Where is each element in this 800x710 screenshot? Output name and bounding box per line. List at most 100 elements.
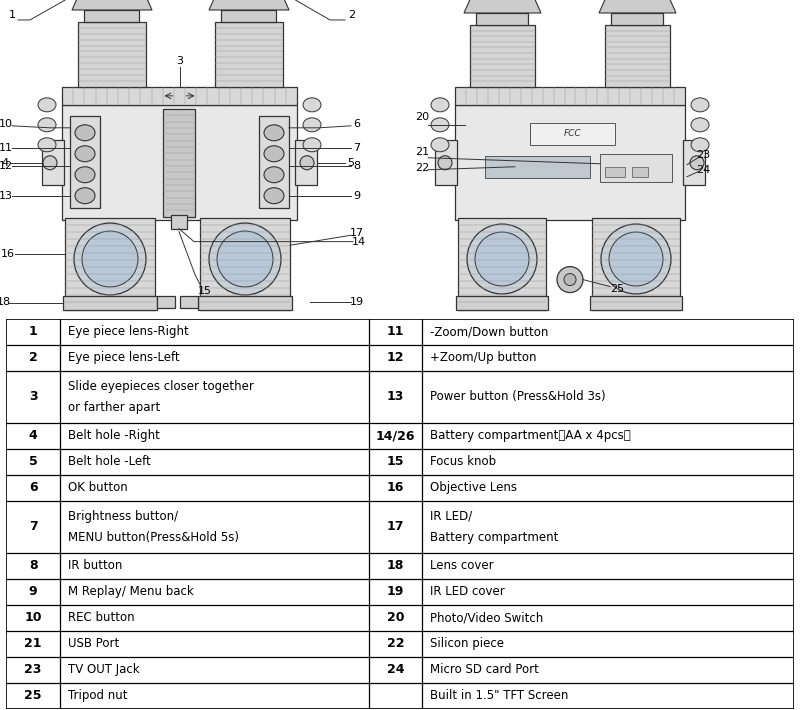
Text: 17: 17 — [386, 520, 404, 533]
Circle shape — [209, 223, 281, 295]
Ellipse shape — [38, 118, 56, 132]
Text: Brightness button/: Brightness button/ — [68, 510, 178, 523]
Bar — [476, 13, 528, 25]
Text: Focus knob: Focus knob — [430, 455, 496, 468]
Text: 24: 24 — [386, 663, 404, 676]
Text: 11: 11 — [386, 325, 404, 338]
Text: TV OUT Jack: TV OUT Jack — [68, 663, 139, 676]
Ellipse shape — [75, 187, 95, 204]
Text: 10: 10 — [0, 119, 13, 129]
Bar — [605, 25, 670, 87]
Bar — [62, 105, 297, 219]
Text: 5: 5 — [29, 455, 38, 468]
Circle shape — [609, 232, 663, 286]
Text: IR LED/: IR LED/ — [430, 510, 472, 523]
Bar — [62, 87, 297, 105]
Text: Power button (Press&Hold 3s): Power button (Press&Hold 3s) — [430, 391, 606, 403]
Ellipse shape — [691, 118, 709, 132]
Bar — [632, 167, 648, 177]
Text: 4: 4 — [29, 430, 38, 442]
Text: 2: 2 — [29, 351, 38, 364]
Circle shape — [438, 155, 452, 170]
Ellipse shape — [75, 146, 95, 162]
Bar — [171, 214, 187, 229]
Ellipse shape — [431, 138, 449, 152]
Ellipse shape — [75, 167, 95, 182]
Ellipse shape — [38, 98, 56, 112]
Text: IR LED cover: IR LED cover — [430, 585, 505, 598]
Circle shape — [557, 266, 583, 293]
Circle shape — [467, 224, 537, 294]
Text: 25: 25 — [25, 689, 42, 702]
Text: 3: 3 — [176, 56, 183, 66]
Bar — [157, 295, 175, 307]
Bar — [455, 87, 685, 105]
Bar — [611, 13, 663, 25]
Bar — [198, 295, 292, 310]
Text: 14/26: 14/26 — [375, 430, 415, 442]
Text: 8: 8 — [29, 559, 38, 572]
Text: 15: 15 — [386, 455, 404, 468]
Bar — [683, 140, 705, 185]
Text: 9: 9 — [354, 191, 361, 201]
Text: Lens cover: Lens cover — [430, 559, 494, 572]
Text: 13: 13 — [386, 391, 404, 403]
Text: Silicon piece: Silicon piece — [430, 637, 504, 650]
Bar — [259, 116, 289, 208]
Bar — [70, 116, 100, 208]
Text: MENU button(Press&Hold 5s): MENU button(Press&Hold 5s) — [68, 530, 239, 544]
Text: 7: 7 — [29, 520, 38, 533]
Ellipse shape — [691, 98, 709, 112]
Text: 16: 16 — [386, 481, 404, 494]
Text: Belt hole -Left: Belt hole -Left — [68, 455, 150, 468]
Circle shape — [74, 223, 146, 295]
Text: Built in 1.5" TFT Screen: Built in 1.5" TFT Screen — [430, 689, 568, 702]
Circle shape — [217, 231, 273, 287]
Text: 13: 13 — [0, 191, 13, 201]
Text: OK button: OK button — [68, 481, 127, 494]
Ellipse shape — [38, 138, 56, 152]
Bar — [42, 140, 64, 185]
Text: 6: 6 — [29, 481, 38, 494]
Text: 23: 23 — [696, 150, 710, 160]
Ellipse shape — [691, 138, 709, 152]
Bar — [458, 218, 546, 310]
Bar — [84, 10, 139, 22]
Text: 12: 12 — [386, 351, 404, 364]
Text: 12: 12 — [0, 161, 13, 171]
Bar — [200, 218, 290, 310]
Circle shape — [43, 155, 57, 170]
Bar — [590, 295, 682, 310]
Bar — [530, 123, 615, 145]
Text: 18: 18 — [0, 297, 11, 307]
Polygon shape — [599, 0, 676, 13]
Ellipse shape — [264, 125, 284, 141]
Text: 7: 7 — [354, 143, 361, 153]
Text: 15: 15 — [198, 285, 212, 295]
Text: 18: 18 — [386, 559, 404, 572]
Bar — [180, 295, 198, 307]
Bar — [63, 295, 157, 310]
Text: FCC: FCC — [564, 129, 582, 138]
Bar — [456, 295, 548, 310]
Circle shape — [601, 224, 671, 294]
Polygon shape — [72, 0, 152, 10]
Polygon shape — [209, 0, 289, 10]
Text: 1: 1 — [9, 10, 15, 20]
Polygon shape — [464, 0, 541, 13]
Bar — [435, 140, 457, 185]
Text: +Zoom/Up button: +Zoom/Up button — [430, 351, 537, 364]
Text: 25: 25 — [610, 283, 624, 293]
Bar — [215, 22, 283, 87]
Bar — [455, 105, 685, 219]
Text: Micro SD card Port: Micro SD card Port — [430, 663, 538, 676]
Text: 2: 2 — [349, 10, 355, 20]
Text: 11: 11 — [0, 143, 13, 153]
Text: 10: 10 — [25, 611, 42, 624]
Bar — [65, 218, 155, 310]
Text: 16: 16 — [1, 249, 15, 259]
Ellipse shape — [431, 118, 449, 132]
Text: Battery compartment（AA x 4pcs）: Battery compartment（AA x 4pcs） — [430, 430, 630, 442]
Text: USB Port: USB Port — [68, 637, 119, 650]
Circle shape — [82, 231, 138, 287]
